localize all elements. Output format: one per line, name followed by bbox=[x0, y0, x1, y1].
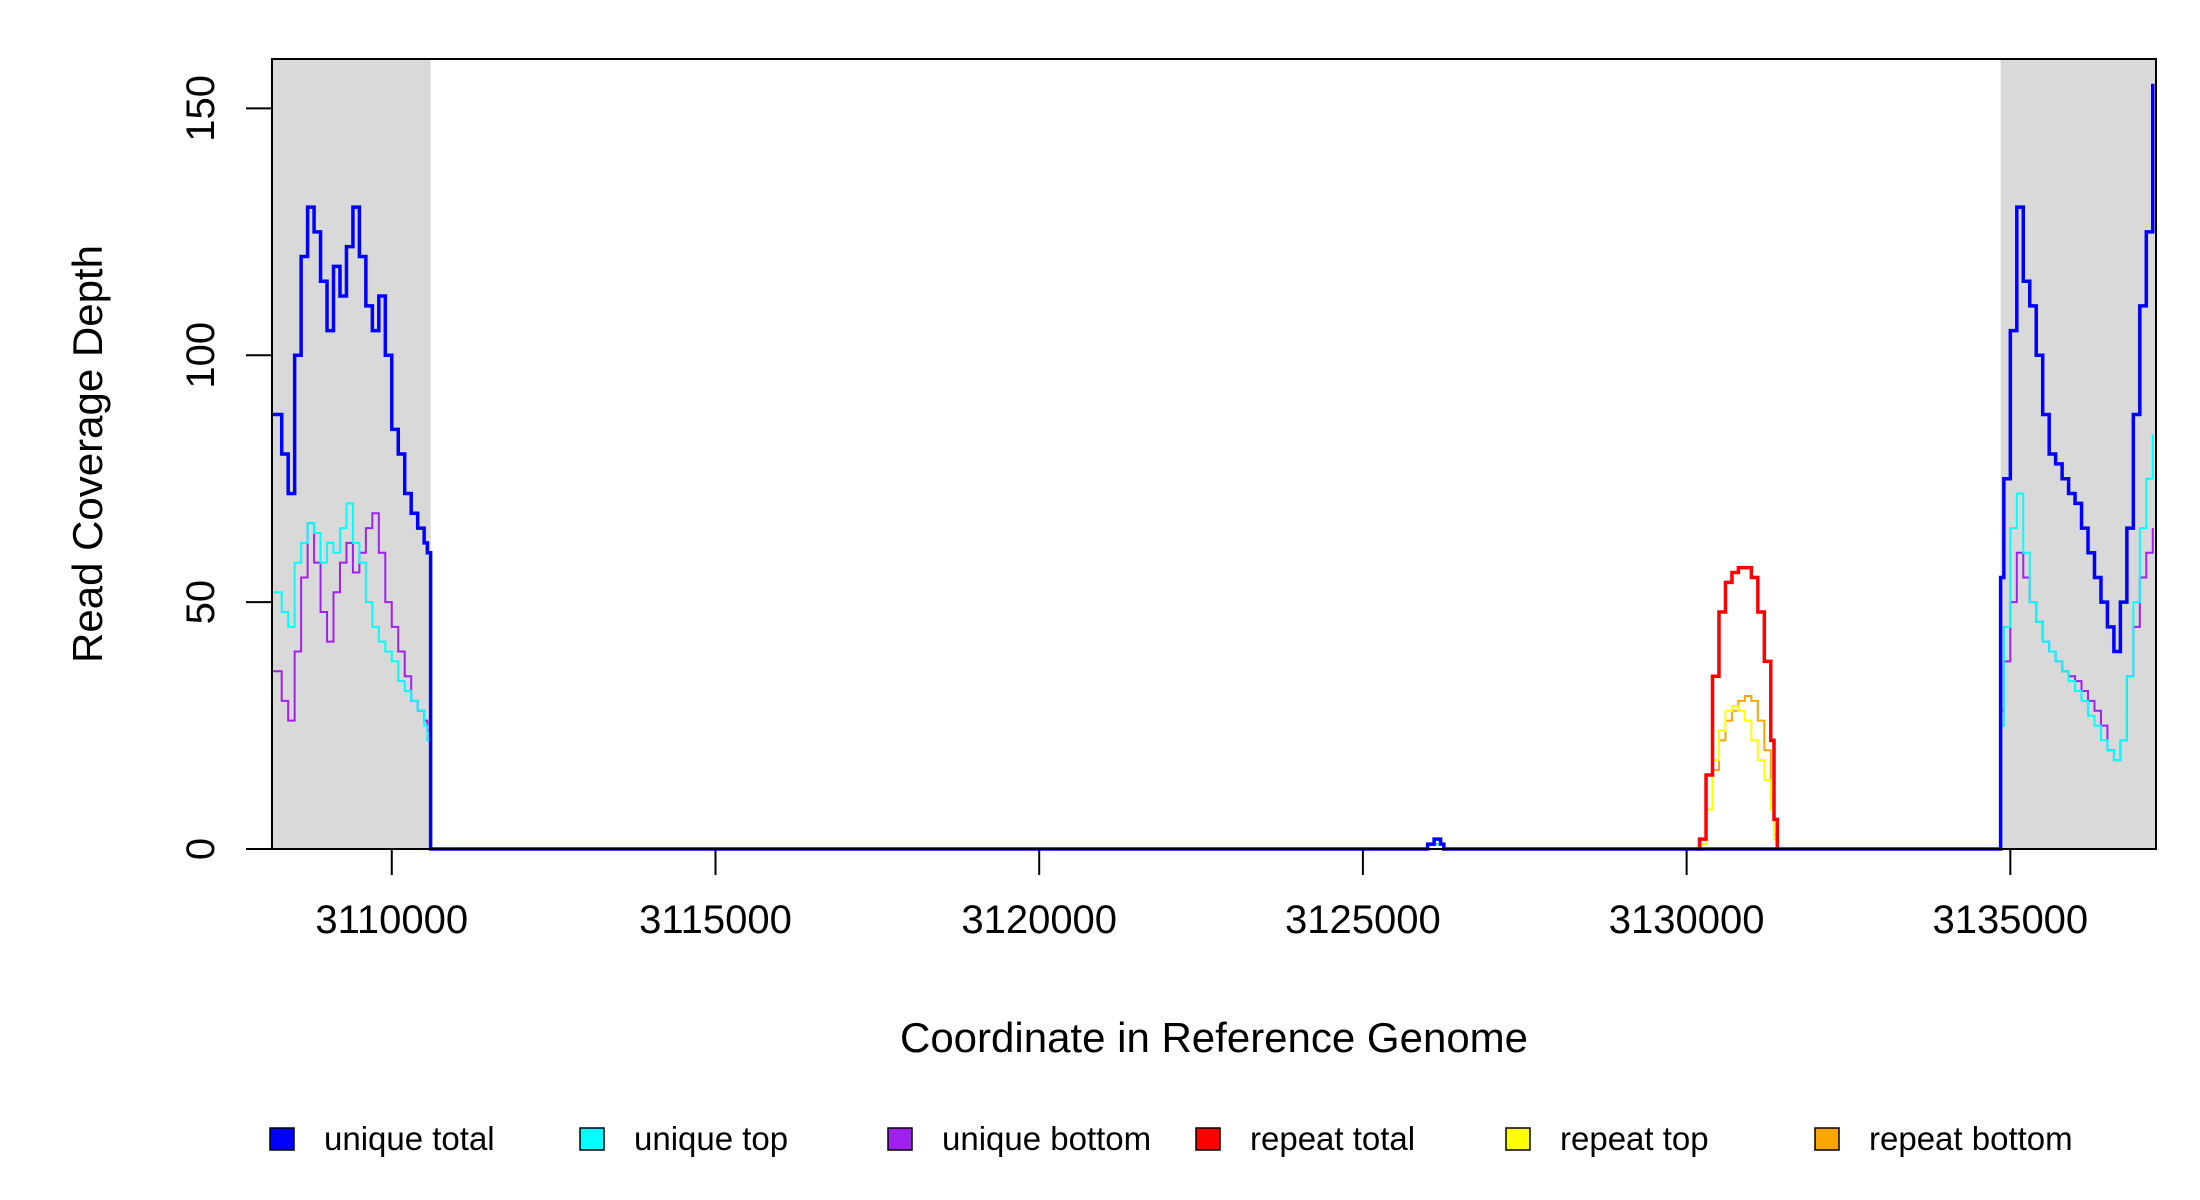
series-line-unique-bottom bbox=[272, 512, 2154, 850]
y-axis: 0 50 100 150 bbox=[179, 75, 273, 860]
legend-swatch bbox=[1195, 1127, 1221, 1151]
legend-label: repeat bottom bbox=[1869, 1120, 2073, 1157]
legend-swatch bbox=[269, 1127, 295, 1151]
series-lines bbox=[272, 83, 2156, 851]
x-axis: 3110000 3115000 3120000 3125000 3130000 31350… bbox=[315, 849, 2088, 942]
x-tick-label: 3110000 bbox=[315, 898, 468, 942]
legend-label: repeat total bbox=[1250, 1120, 1415, 1157]
y-tick-label: 50 bbox=[179, 580, 223, 625]
series-line-repeat-total bbox=[1696, 565, 1780, 851]
y-tick-label: 100 bbox=[179, 322, 223, 389]
plot-frame bbox=[271, 58, 2157, 850]
x-tick-label: 3125000 bbox=[1285, 898, 1441, 942]
series-line-unique-total bbox=[272, 83, 2155, 851]
x-tick-label: 3115000 bbox=[639, 898, 792, 942]
legend-label: unique top bbox=[634, 1120, 788, 1157]
series-line-repeat-top bbox=[1696, 704, 1779, 850]
x-tick-label: 3130000 bbox=[1609, 898, 1765, 942]
legend-swatch bbox=[887, 1127, 913, 1151]
y-tick-label: 150 bbox=[179, 75, 223, 142]
x-tick-label: 3135000 bbox=[1932, 898, 2088, 942]
legend-swatch bbox=[1505, 1127, 1531, 1151]
x-tick-label: 3120000 bbox=[961, 898, 1117, 942]
legend-label: repeat top bbox=[1560, 1120, 1709, 1157]
legend-label: unique total bbox=[324, 1120, 495, 1157]
series-line-repeat-bottom bbox=[272, 694, 2156, 850]
legend-label: unique bottom bbox=[942, 1120, 1151, 1157]
legend: unique total unique top unique bottom repea… bbox=[269, 1120, 2073, 1157]
legend-swatch bbox=[1814, 1127, 1840, 1151]
legend-swatch bbox=[579, 1127, 605, 1151]
y-tick-label: 0 bbox=[179, 838, 223, 860]
shaded-region-2 bbox=[2000, 59, 2156, 849]
x-axis-title: Coordinate in Reference Genome bbox=[900, 1014, 1528, 1061]
series-line-unique-top bbox=[272, 434, 2154, 850]
shaded-regions bbox=[272, 59, 2156, 849]
y-axis-title: Read Coverage Depth bbox=[64, 245, 111, 663]
